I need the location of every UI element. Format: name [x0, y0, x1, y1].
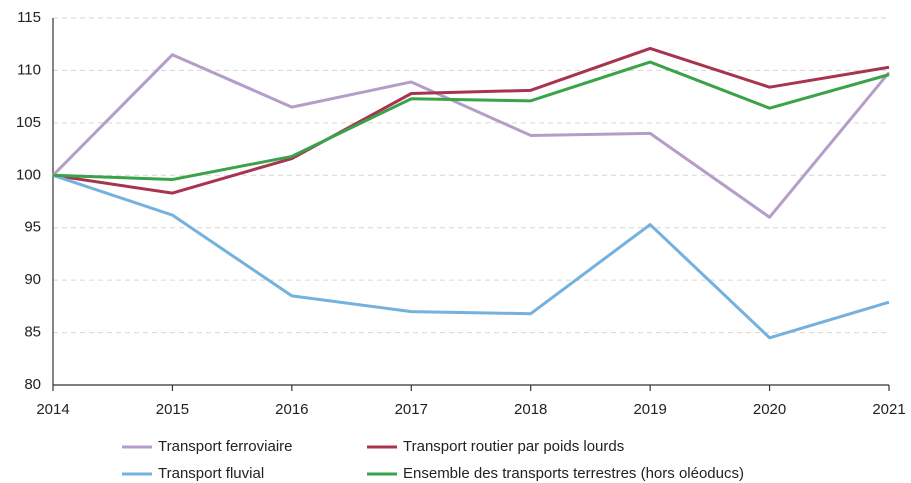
x-tick-label: 2014: [36, 401, 69, 418]
y-tick-label: 90: [24, 271, 41, 288]
y-tick-label: 85: [24, 324, 41, 341]
x-tick-label: 2021: [872, 401, 905, 418]
y-tick-label: 110: [17, 61, 41, 78]
series-line: [52, 173, 890, 340]
x-tick-label: 2017: [395, 401, 428, 418]
y-tick-label: 80: [24, 376, 41, 393]
legend-label: Transport ferroviaire: [158, 438, 293, 455]
x-tick-label: 2016: [275, 401, 308, 418]
y-tick-label: 95: [24, 219, 41, 236]
series-line: [52, 46, 890, 195]
y-tick-label: 100: [16, 166, 41, 183]
legend-label: Transport routier par poids lourds: [403, 438, 624, 455]
y-tick-label: 105: [16, 114, 41, 131]
y-tick-label: 115: [17, 9, 41, 26]
series-line: [52, 60, 890, 181]
series-line: [51, 53, 891, 219]
x-tick-label: 2020: [753, 401, 786, 418]
x-tick-label: 2015: [156, 401, 189, 418]
x-tick-label: 2018: [514, 401, 547, 418]
legend-label: Ensemble des transports terrestres (hors…: [403, 465, 744, 482]
x-tick-label: 2019: [633, 401, 666, 418]
legend-label: Transport fluvial: [158, 465, 264, 482]
